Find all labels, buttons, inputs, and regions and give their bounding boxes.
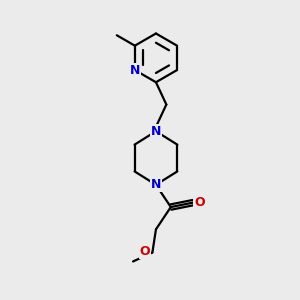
Text: N: N: [151, 178, 161, 191]
Text: N: N: [151, 125, 161, 138]
Text: O: O: [194, 196, 205, 209]
Text: O: O: [140, 244, 150, 258]
Text: N: N: [130, 64, 140, 76]
